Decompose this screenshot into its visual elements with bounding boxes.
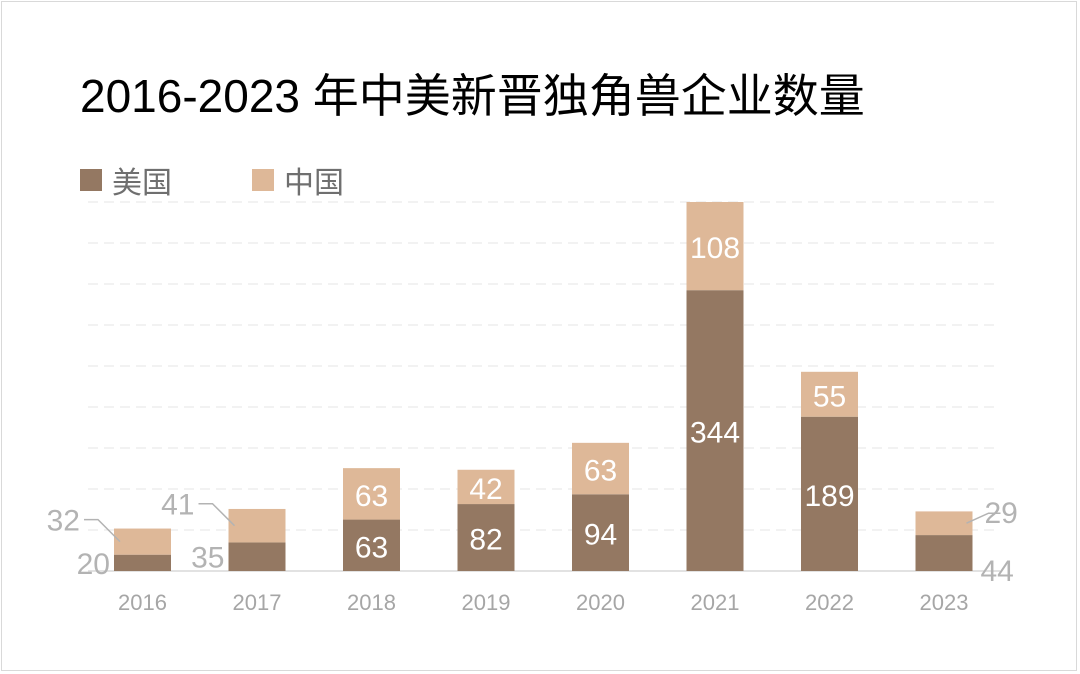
data-label-us: 94 [584,519,617,552]
data-label-cn: 108 [690,232,740,265]
bar-us-2017 [228,542,286,571]
data-label-us: 344 [690,417,740,450]
data-label-us: 63 [355,531,388,564]
leader-line-cn [966,512,1001,524]
data-label-us: 44 [981,555,1014,588]
bar-us-2018 [343,519,400,571]
leader-line-cn [198,502,236,527]
bar-cn-2023 [915,511,973,536]
data-label-cn: 32 [47,505,80,538]
data-label-cn: 55 [813,380,846,413]
bar-cn-2017 [228,508,286,543]
x-tick-label: 2023 [920,590,969,615]
bar-us-2019 [457,504,515,571]
legend-label-us: 美国 [112,167,172,200]
data-label-cn: 63 [584,455,617,488]
legend-item-us: 美国 [80,158,172,202]
x-tick-label: 2020 [576,590,625,615]
x-tick-label: 2017 [233,590,282,615]
x-tick-label: 2021 [691,590,740,615]
x-tick-label: 2019 [462,590,511,615]
legend-label-cn: 中国 [284,167,344,200]
x-tick-label: 2022 [805,590,854,615]
bar-cn-2020 [572,442,629,495]
x-tick-label: 2016 [118,590,167,615]
legend-swatch-cn [252,169,274,191]
bar-us-2023 [915,535,973,571]
bar-cn-2016 [114,528,171,555]
data-label-cn: 63 [355,480,388,513]
bar-us-2016 [114,554,171,571]
x-tick-label: 2018 [347,590,396,615]
bar-cn-2022 [801,371,858,417]
legend-swatch-us [80,169,102,191]
bar-cn-2021 [686,202,744,291]
bar-cn-2018 [343,468,400,520]
bar-us-2020 [572,494,629,571]
data-label-cn: 41 [161,489,194,522]
bar-us-2021 [686,290,744,571]
legend-item-cn: 中国 [252,158,344,202]
bar-us-2022 [801,416,858,571]
data-label-us: 82 [469,524,502,557]
chart-title: 2016-2023 年中美新晋独角兽企业数量 [80,70,865,122]
data-label-us: 20 [77,548,110,581]
data-label-cn: 29 [985,497,1018,530]
data-label-us: 35 [191,542,224,575]
bar-cn-2019 [457,469,515,505]
data-label-us: 189 [804,480,854,513]
leader-line-cn [84,518,121,543]
data-label-cn: 42 [469,473,502,506]
